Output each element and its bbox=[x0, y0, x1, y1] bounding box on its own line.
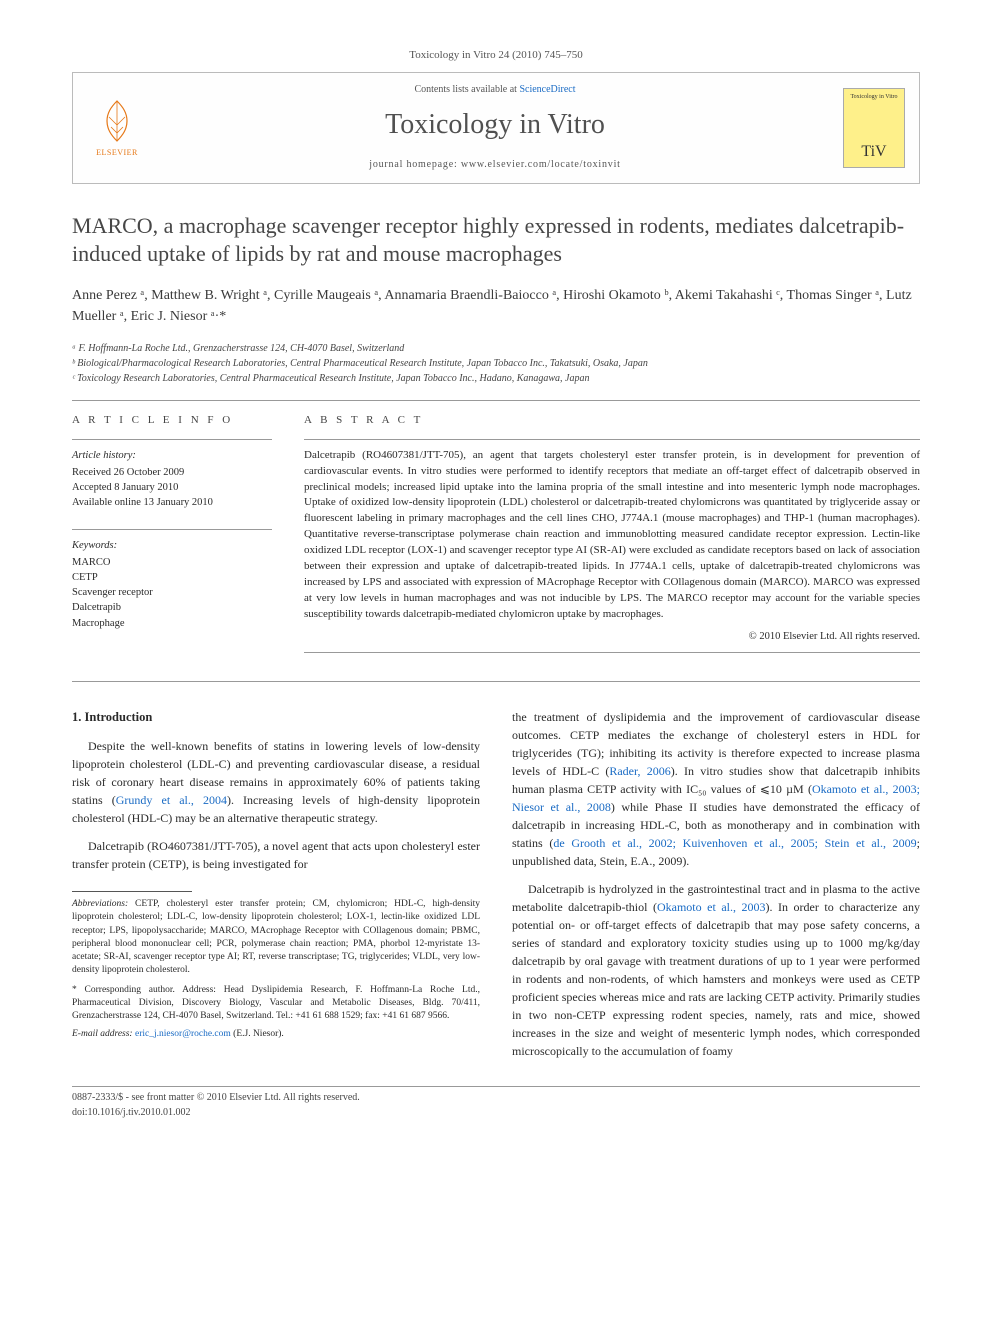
header-center: Contents lists available at ScienceDirec… bbox=[147, 83, 843, 173]
body-columns: 1. Introduction Despite the well-known b… bbox=[72, 708, 920, 1070]
front-matter-text: 0887-2333/$ - see front matter © 2010 El… bbox=[72, 1091, 360, 1106]
right-column: the treatment of dyslipidemia and the im… bbox=[512, 708, 920, 1070]
contents-prefix: Contents lists available at bbox=[414, 84, 519, 95]
paragraph: Despite the well-known benefits of stati… bbox=[72, 737, 480, 827]
author-list: Anne Perez ᵃ, Matthew B. Wright ᵃ, Cyril… bbox=[72, 285, 920, 327]
keyword: MARCO bbox=[72, 555, 272, 570]
abstract-copyright: © 2010 Elsevier Ltd. All rights reserved… bbox=[304, 629, 920, 644]
affiliation: ᵃ F. Hoffmann-La Roche Ltd., Grenzachers… bbox=[72, 341, 920, 356]
affiliation: ᵇ Biological/Pharmacological Research La… bbox=[72, 356, 920, 371]
abbrev-text: CETP, cholesteryl ester transfer protein… bbox=[72, 899, 480, 975]
keyword: CETP bbox=[72, 570, 272, 585]
page: Toxicology in Vitro 24 (2010) 745–750 EL… bbox=[0, 0, 992, 1160]
cover-thumb-title: Toxicology in Vitro bbox=[850, 93, 897, 102]
email-label: E-mail address: bbox=[72, 1029, 133, 1039]
running-citation: Toxicology in Vitro 24 (2010) 745–750 bbox=[72, 48, 920, 64]
divider bbox=[72, 400, 920, 401]
affiliation: ᶜ Toxicology Research Laboratories, Cent… bbox=[72, 371, 920, 386]
corr-label: * Corresponding author. bbox=[72, 985, 175, 995]
footer-copyright: 0887-2333/$ - see front matter © 2010 El… bbox=[72, 1091, 360, 1120]
article-info-heading: A R T I C L E I N F O bbox=[72, 413, 272, 429]
homepage-prefix: journal homepage: bbox=[369, 159, 461, 170]
divider bbox=[72, 681, 920, 682]
page-footer: 0887-2333/$ - see front matter © 2010 El… bbox=[72, 1086, 920, 1120]
history-item: Received 26 October 2009 bbox=[72, 465, 272, 480]
left-column: 1. Introduction Despite the well-known b… bbox=[72, 708, 480, 1070]
abstract-column: A B S T R A C T Dalcetrapib (RO4607381/J… bbox=[304, 413, 920, 653]
article-history-block: Article history: Received 26 October 200… bbox=[72, 448, 272, 511]
abbreviations-footnote: Abbreviations: CETP, cholesteryl ester t… bbox=[72, 898, 480, 978]
article-info-column: A R T I C L E I N F O Article history: R… bbox=[72, 413, 272, 653]
divider bbox=[72, 439, 272, 440]
history-item: Accepted 8 January 2010 bbox=[72, 480, 272, 495]
paragraph: Dalcetrapib (RO4607381/JTT-705), a novel… bbox=[72, 837, 480, 873]
keywords-label: Keywords: bbox=[72, 538, 272, 553]
keyword: Macrophage bbox=[72, 616, 272, 631]
homepage-line: journal homepage: www.elsevier.com/locat… bbox=[147, 158, 843, 173]
journal-header: ELSEVIER Contents lists available at Sci… bbox=[72, 72, 920, 184]
cover-thumbnail: Toxicology in Vitro TiV bbox=[843, 88, 905, 168]
divider bbox=[72, 529, 272, 530]
abstract-text: Dalcetrapib (RO4607381/JTT-705), an agen… bbox=[304, 448, 920, 623]
doi-text: doi:10.1016/j.tiv.2010.01.002 bbox=[72, 1106, 360, 1121]
footnote-divider bbox=[72, 891, 192, 892]
abstract-heading: A B S T R A C T bbox=[304, 413, 920, 429]
corresponding-footnote: * Corresponding author. Address: Head Dy… bbox=[72, 984, 480, 1024]
abbrev-label: Abbreviations: bbox=[72, 899, 128, 909]
email-link[interactable]: eric_j.niesor@roche.com bbox=[133, 1029, 231, 1039]
email-suffix: (E.J. Niesor). bbox=[231, 1029, 284, 1039]
email-footnote: E-mail address: eric_j.niesor@roche.com … bbox=[72, 1028, 480, 1041]
keywords-block: Keywords: MARCO CETP Scavenger receptor … bbox=[72, 538, 272, 631]
text-run: ). In order to characterize any potentia… bbox=[512, 900, 920, 1058]
history-item: Available online 13 January 2010 bbox=[72, 495, 272, 510]
paragraph: the treatment of dyslipidemia and the im… bbox=[512, 708, 920, 870]
history-label: Article history: bbox=[72, 448, 272, 463]
divider bbox=[304, 439, 920, 440]
citation-link[interactable]: de Grooth et al., 2002; Kuivenhoven et a… bbox=[553, 836, 916, 850]
divider bbox=[304, 652, 920, 653]
keyword: Scavenger receptor bbox=[72, 585, 272, 600]
info-abstract-row: A R T I C L E I N F O Article history: R… bbox=[72, 413, 920, 653]
article-title: MARCO, a macrophage scavenger receptor h… bbox=[72, 212, 920, 269]
affiliations: ᵃ F. Hoffmann-La Roche Ltd., Grenzachers… bbox=[72, 341, 920, 386]
citation-link[interactable]: Grundy et al., 2004 bbox=[116, 793, 227, 807]
section-heading: 1. Introduction bbox=[72, 708, 480, 727]
citation-link[interactable]: Rader, 2006 bbox=[609, 764, 670, 778]
sciencedirect-link[interactable]: ScienceDirect bbox=[519, 84, 575, 95]
keyword: Dalcetrapib bbox=[72, 600, 272, 615]
journal-name: Toxicology in Vitro bbox=[147, 105, 843, 146]
homepage-url: www.elsevier.com/locate/toxinvit bbox=[461, 159, 621, 170]
cover-thumb-logo: TiV bbox=[861, 140, 886, 163]
tree-icon bbox=[93, 97, 141, 145]
publisher-name: ELSEVIER bbox=[96, 147, 138, 159]
paragraph: Dalcetrapib is hydrolyzed in the gastroi… bbox=[512, 880, 920, 1060]
contents-line: Contents lists available at ScienceDirec… bbox=[147, 83, 843, 98]
elsevier-logo: ELSEVIER bbox=[87, 94, 147, 162]
citation-link[interactable]: Okamoto et al., 2003 bbox=[657, 900, 766, 914]
